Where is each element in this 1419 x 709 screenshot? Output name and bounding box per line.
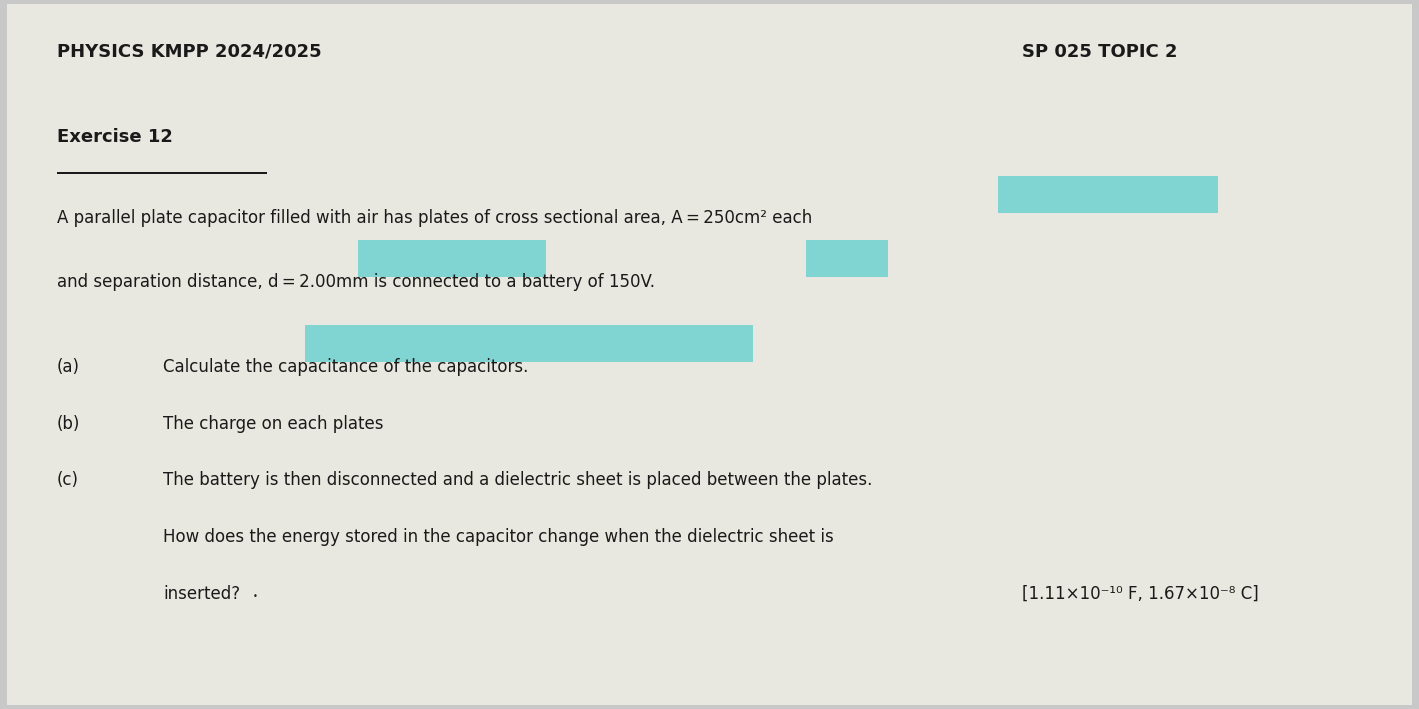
Text: and separation distance, d = 2.00mm is connected to a battery of 150V.: and separation distance, d = 2.00mm is c… (57, 273, 654, 291)
Text: The battery is then disconnected and a dielectric sheet is placed between the pl: The battery is then disconnected and a d… (163, 471, 873, 489)
Text: inserted?: inserted? (163, 585, 240, 603)
FancyBboxPatch shape (57, 172, 267, 174)
Text: How does the energy stored in the capacitor change when the dielectric sheet is: How does the energy stored in the capaci… (163, 528, 834, 546)
FancyBboxPatch shape (358, 240, 546, 277)
FancyBboxPatch shape (7, 4, 1412, 705)
Text: SP 025 TOPIC 2: SP 025 TOPIC 2 (1022, 43, 1178, 60)
Text: A parallel plate capacitor filled with air has plates of cross sectional area, A: A parallel plate capacitor filled with a… (57, 209, 812, 227)
Text: •: • (253, 592, 257, 601)
FancyBboxPatch shape (998, 176, 1218, 213)
Text: (b): (b) (57, 415, 79, 432)
FancyBboxPatch shape (305, 325, 753, 362)
FancyBboxPatch shape (806, 240, 888, 277)
Text: (c): (c) (57, 471, 79, 489)
Text: Calculate the capacitance of the capacitors.: Calculate the capacitance of the capacit… (163, 358, 528, 376)
Text: The charge on each plates: The charge on each plates (163, 415, 383, 432)
Text: Exercise 12: Exercise 12 (57, 128, 173, 145)
Text: PHYSICS KMPP 2024/2025: PHYSICS KMPP 2024/2025 (57, 43, 321, 60)
Text: [1.11×10⁻¹⁰ F, 1.67×10⁻⁸ C]: [1.11×10⁻¹⁰ F, 1.67×10⁻⁸ C] (1022, 585, 1259, 603)
Text: (a): (a) (57, 358, 79, 376)
